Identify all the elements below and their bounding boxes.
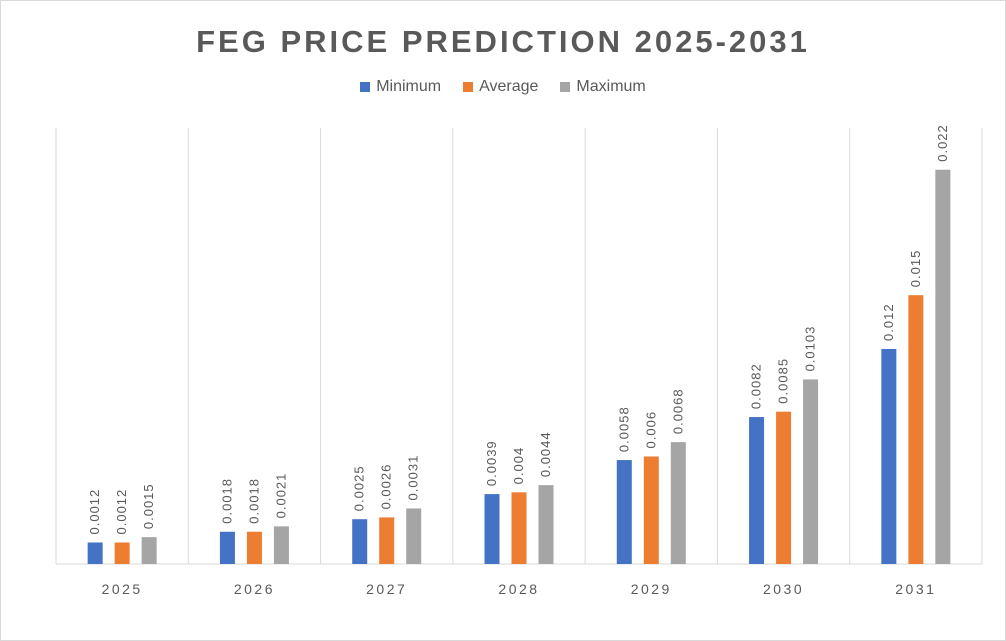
bar-minimum [484, 494, 500, 564]
data-label-maximum: 0.0068 [670, 388, 685, 434]
bar-average [511, 492, 527, 564]
bar-maximum [538, 485, 554, 564]
bar-average [246, 531, 262, 564]
bar-average [776, 411, 792, 564]
data-label-average: 0.0018 [246, 478, 261, 524]
data-label-maximum: 0.0103 [803, 326, 818, 372]
x-tick-label: 2027 [366, 581, 407, 597]
data-label-minimum: 0.0039 [484, 440, 499, 486]
data-label-maximum: 0.0015 [141, 483, 156, 529]
bar-minimum [87, 542, 103, 564]
data-label-maximum: 0.0031 [406, 455, 421, 501]
x-tick-label: 2029 [631, 581, 672, 597]
bar-average [379, 517, 395, 564]
data-label-average: 0.0085 [776, 358, 791, 404]
bar-average [908, 295, 924, 564]
legend-swatch-average [463, 82, 474, 92]
data-label-minimum: 0.0018 [219, 478, 234, 524]
legend-swatch-minimum [360, 82, 371, 92]
data-label-minimum: 0.0082 [749, 363, 764, 409]
data-label-average: 0.0026 [379, 464, 394, 510]
x-tick-label: 2026 [234, 581, 275, 597]
data-label-minimum: 0.012 [881, 303, 896, 341]
bar-minimum [749, 417, 765, 564]
legend-item-minimum: Minimum [360, 78, 441, 96]
data-label-average: 0.0012 [114, 489, 129, 535]
x-tick-label: 2030 [763, 581, 804, 597]
bar-minimum [616, 460, 632, 564]
legend: Minimum Average Maximum [0, 78, 1006, 96]
bar-average [114, 542, 130, 564]
legend-label-minimum: Minimum [376, 78, 442, 95]
legend-item-maximum: Maximum [560, 78, 646, 96]
bar-maximum [935, 169, 951, 564]
data-label-maximum: 0.0021 [273, 473, 288, 519]
bar-maximum [141, 537, 157, 564]
data-label-minimum: 0.0025 [352, 465, 367, 511]
legend-label-maximum: Maximum [576, 78, 646, 95]
data-label-average: 0.006 [643, 411, 658, 449]
bar-average [643, 456, 659, 564]
x-tick-label: 2031 [895, 581, 936, 597]
legend-swatch-maximum [560, 82, 571, 92]
legend-label-average: Average [479, 78, 539, 95]
bar-minimum [352, 519, 368, 564]
bar-minimum [219, 531, 235, 564]
data-label-average: 0.004 [511, 447, 526, 485]
data-label-minimum: 0.0058 [616, 406, 631, 452]
x-tick-label: 2025 [102, 581, 143, 597]
bar-minimum [881, 348, 897, 564]
bar-maximum [273, 526, 289, 564]
bar-maximum [670, 442, 686, 564]
data-label-minimum: 0.0012 [87, 489, 102, 535]
data-label-maximum: 0.0044 [538, 431, 553, 477]
bar-maximum [803, 379, 819, 564]
data-label-average: 0.015 [908, 250, 923, 288]
data-label-maximum: 0.022 [935, 124, 950, 162]
bar-maximum [406, 508, 422, 564]
x-tick-label: 2028 [498, 581, 539, 597]
chart-title: FEG PRICE PREDICTION 2025-2031 [196, 24, 810, 59]
legend-item-average: Average [463, 78, 538, 96]
